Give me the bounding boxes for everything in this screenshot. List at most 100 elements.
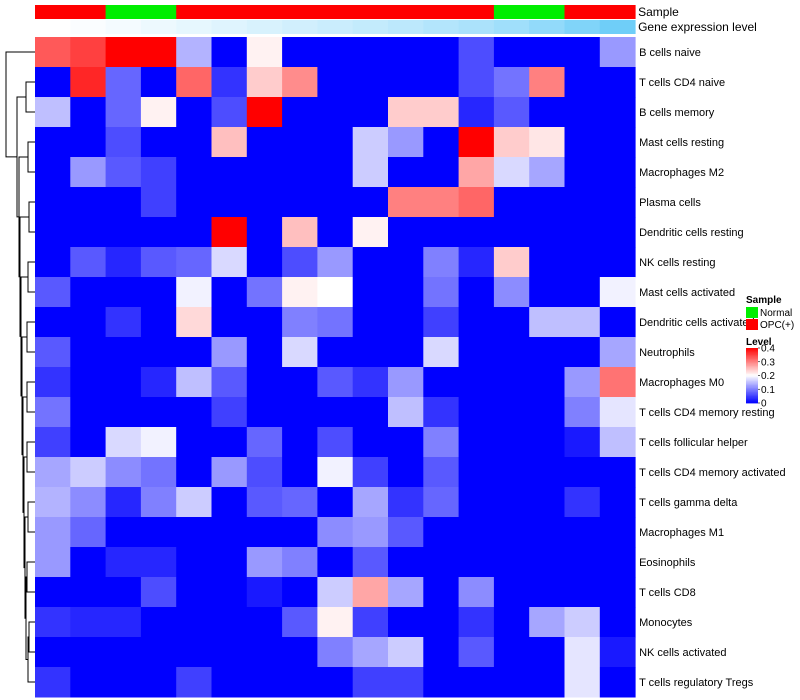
heatmap-cell <box>35 427 71 458</box>
heatmap-cell <box>458 367 495 398</box>
row-label: Mast cells activated <box>639 287 735 299</box>
row-label: T cells follicular helper <box>639 437 748 449</box>
dendrogram-branch <box>25 81 35 113</box>
heatmap-cell <box>282 157 318 188</box>
heatmap-cell <box>105 667 142 698</box>
heatmap-cell <box>140 367 177 398</box>
heatmap-cell <box>211 217 248 248</box>
heatmap-cell <box>246 517 283 548</box>
expression-annotation-cell <box>105 20 142 34</box>
heatmap-cell <box>282 637 318 668</box>
expression-annotation-cell <box>458 20 495 34</box>
level-colorbar-segment <box>746 393 758 396</box>
level-colorbar-segment <box>746 348 758 350</box>
level-colorbar-segment <box>746 381 758 383</box>
heatmap-cell <box>35 217 71 248</box>
heatmap-cell <box>458 277 495 308</box>
heatmap-cell <box>317 187 354 218</box>
heatmap-cell <box>140 127 177 158</box>
sample-annotation-cell <box>564 5 601 19</box>
dendrogram-branch <box>28 621 35 653</box>
sample-annotation-cell <box>352 5 389 19</box>
level-colorbar-segment <box>746 374 758 376</box>
heatmap-cell <box>140 67 177 98</box>
heatmap-cell <box>599 187 636 218</box>
heatmap-cell <box>423 637 460 668</box>
expression-annotation-cell <box>246 20 283 34</box>
heatmap-cell <box>564 187 601 218</box>
expression-annotation-cell <box>140 20 177 34</box>
heatmap-cell <box>388 37 424 68</box>
heatmap-cell <box>317 277 354 308</box>
heatmap-cell <box>458 307 495 338</box>
heatmap-cell <box>282 667 318 698</box>
heatmap-cell <box>140 607 177 638</box>
heatmap-cell <box>564 547 601 578</box>
heatmap-cell <box>140 637 177 668</box>
heatmap-cell <box>70 187 107 218</box>
row-label: Mast cells resting <box>639 137 724 149</box>
heatmap-cell <box>317 37 354 68</box>
heatmap-cell <box>317 427 354 458</box>
heatmap-cell <box>352 67 389 98</box>
heatmap-cell <box>529 397 565 428</box>
heatmap-cell <box>105 517 142 548</box>
sample-track-label: Sample <box>638 5 679 19</box>
level-colorbar-segment <box>746 387 758 390</box>
heatmap-cell <box>493 187 530 218</box>
level-colorbar-segment <box>746 364 758 367</box>
heatmap-cell <box>458 337 495 368</box>
heatmap-cell <box>564 517 601 548</box>
heatmap-cell <box>388 277 424 308</box>
heatmap-cell <box>140 667 177 698</box>
heatmap-cell <box>423 337 460 368</box>
heatmap-cell <box>70 637 107 668</box>
heatmap-cell <box>599 337 636 368</box>
heatmap-cell <box>70 307 107 338</box>
heatmap-cell <box>105 457 142 488</box>
expression-annotation-cell <box>529 20 565 34</box>
heatmap-cell <box>282 127 318 158</box>
heatmap-cell <box>246 577 283 608</box>
sample-legend-label: Normal <box>760 308 792 319</box>
sample-annotation-cell <box>458 5 495 19</box>
heatmap-cell <box>564 577 601 608</box>
sample-annotation-cell <box>423 5 460 19</box>
heatmap-cell <box>140 337 177 368</box>
heatmap-cell <box>211 457 248 488</box>
heatmap-cell <box>140 457 177 488</box>
heatmap-cell <box>493 607 530 638</box>
heatmap-cell <box>105 307 142 338</box>
row-label: T cells CD4 memory resting <box>639 407 775 419</box>
level-colorbar-segment <box>746 390 758 393</box>
heatmap-cell <box>352 427 389 458</box>
heatmap-cell <box>352 637 389 668</box>
heatmap-cell <box>423 367 460 398</box>
heatmap-cell <box>423 607 460 638</box>
heatmap-cell <box>246 667 283 698</box>
sample-legend-title: Sample <box>746 295 782 306</box>
heatmap-cell <box>176 607 212 638</box>
heatmap-cell <box>70 667 107 698</box>
heatmap-cell <box>317 457 354 488</box>
heatmap-cell <box>493 67 530 98</box>
sample-annotation-cell <box>246 5 283 19</box>
heatmap-cell <box>564 217 601 248</box>
dendrogram-branch <box>5 51 35 158</box>
heatmap-cell <box>317 517 354 548</box>
heatmap-cell <box>105 217 142 248</box>
heatmap-cell <box>176 397 212 428</box>
row-label: Dendritic cells resting <box>639 227 744 239</box>
heatmap-cell <box>35 187 71 218</box>
heatmap-cell <box>423 307 460 338</box>
heatmap-cell <box>529 157 565 188</box>
level-colorbar-segment <box>746 386 758 389</box>
dendrogram-branch <box>26 441 35 473</box>
row-label: T cells CD4 naive <box>639 77 725 89</box>
heatmap-cell <box>282 277 318 308</box>
heatmap-cell <box>105 247 142 278</box>
heatmap-cell <box>529 517 565 548</box>
heatmap-cell <box>246 187 283 218</box>
heatmap-cell <box>105 157 142 188</box>
heatmap-cell <box>35 337 71 368</box>
